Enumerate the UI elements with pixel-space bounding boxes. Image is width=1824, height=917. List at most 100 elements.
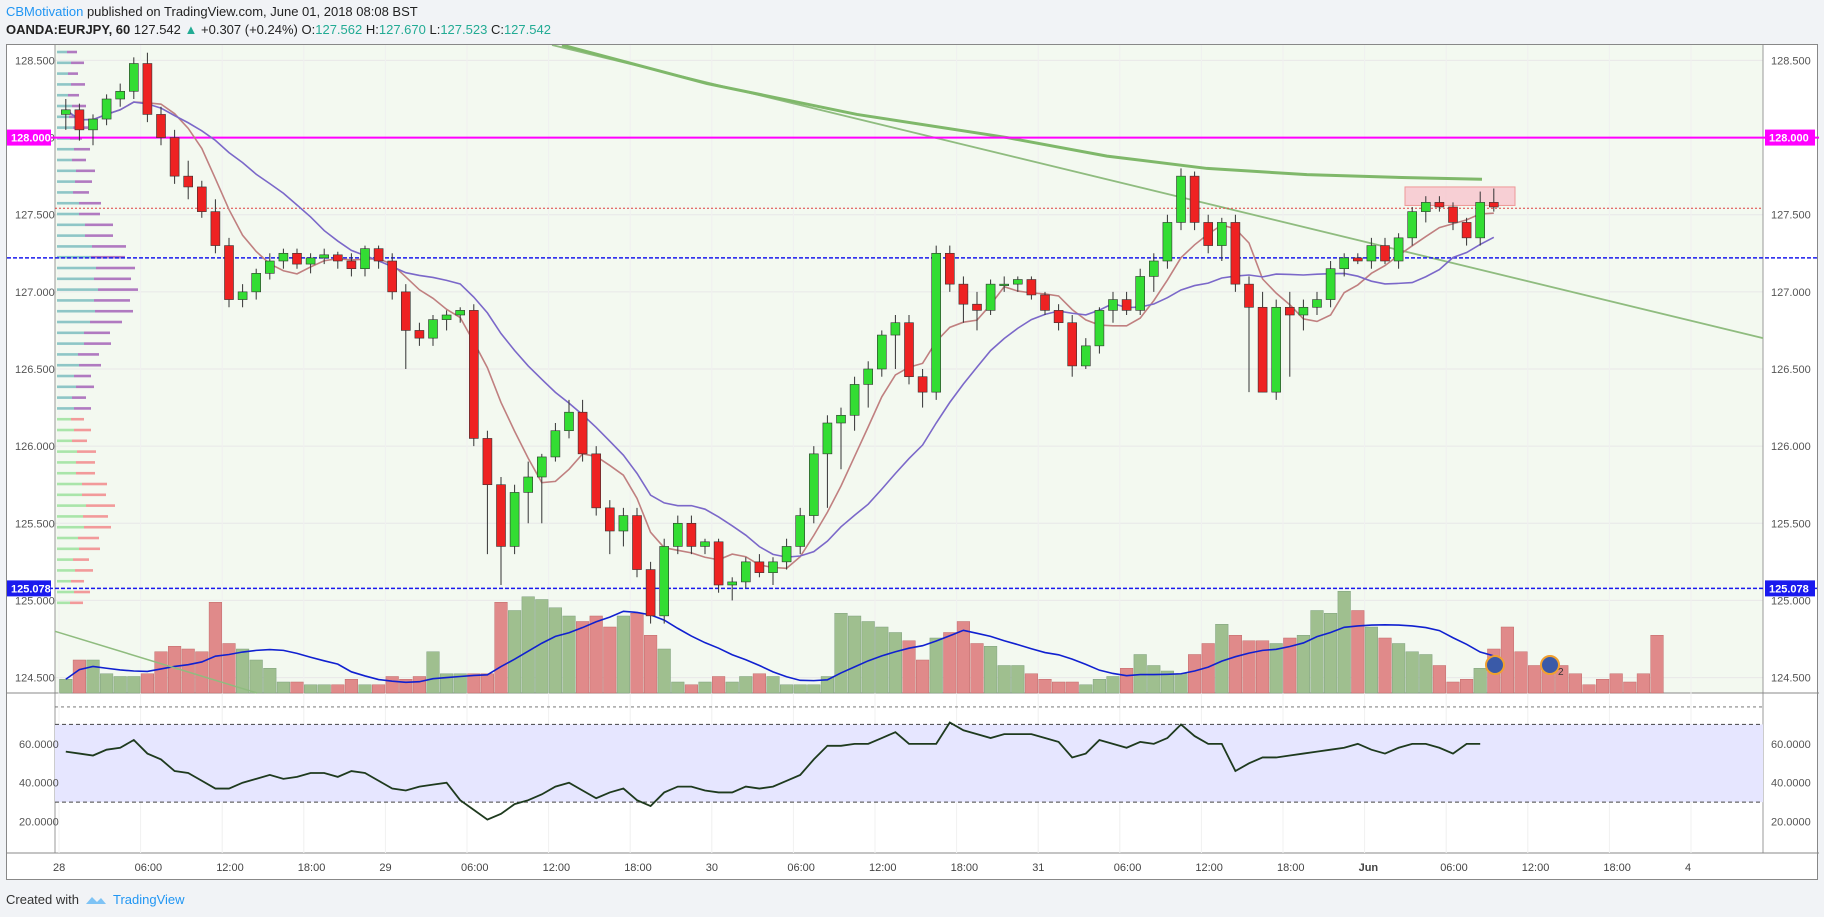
time-tick-label: Jun [1359, 862, 1379, 874]
volume-profile-bar [57, 309, 95, 313]
volume-profile-bar [84, 331, 110, 335]
price-chart[interactable]: 128.500 128.500 128.000 128.000 127.500 127.5… [7, 45, 1819, 881]
volume-profile-bar [57, 569, 75, 572]
candle-body [523, 476, 534, 493]
volume-profile-bar [76, 461, 95, 464]
candle-body [1285, 306, 1295, 316]
candle-body [1176, 175, 1186, 223]
volume-profile-bar [85, 223, 113, 227]
candle-body [591, 453, 602, 509]
volume-bar [970, 643, 984, 694]
up-triangle-icon: ▲ [184, 22, 198, 37]
candle-body [645, 569, 656, 617]
candle-body [332, 254, 343, 262]
candle-body [740, 561, 751, 583]
candle-body [944, 252, 955, 285]
volume-profile-bar [57, 601, 70, 605]
volume-bar [1038, 679, 1052, 694]
candle-body [1393, 237, 1404, 262]
volume-bar [1364, 626, 1378, 694]
time-tick-label: 06:00 [1440, 862, 1468, 874]
candle-body [1353, 257, 1363, 262]
chart-header: CBMotivation published on TradingView.co… [6, 3, 551, 39]
candle-body [74, 109, 85, 131]
volume-bar [657, 648, 671, 694]
candle-body [224, 245, 234, 300]
tradingview-link[interactable]: TradingView [112, 892, 185, 907]
volume-bar [725, 681, 739, 694]
candle-body [292, 252, 302, 265]
volume-bar [1106, 676, 1120, 694]
candle-body [278, 252, 289, 262]
volume-profile-bar [68, 93, 79, 97]
volume-profile-bar [76, 169, 95, 173]
created-with-text: Created with [6, 892, 79, 907]
volume-bar [1432, 665, 1446, 694]
candle-body [1421, 202, 1431, 212]
candle-body [142, 63, 153, 115]
candle-body [768, 561, 778, 573]
time-tick-label: 30 [706, 862, 718, 874]
volume-bar [1133, 654, 1147, 694]
open-label: O: [301, 22, 316, 37]
candle-body [972, 303, 982, 311]
candle-body [849, 384, 860, 416]
volume-bar [208, 602, 222, 694]
volume-bar [344, 679, 358, 694]
price-tick-right: 124.500 [1771, 673, 1811, 685]
volume-bar [562, 615, 576, 694]
level-label-left-bg [7, 129, 51, 146]
candle-body [251, 273, 261, 293]
resistance-zone [1404, 186, 1516, 206]
volume-profile-bar [57, 72, 68, 75]
volume-profile-bar [74, 147, 90, 151]
rsi-tick-left: 60.0000 [19, 739, 59, 751]
volume-profile-bar [57, 61, 71, 65]
rsi-tick-right: 20.0000 [1771, 817, 1811, 829]
chart-area[interactable]: 128.500 128.500 128.000 128.000 127.500 127.5… [6, 44, 1819, 881]
volume-profile-bar [71, 579, 84, 583]
price-tick-left: 126.000 [15, 441, 55, 453]
time-tick-label: 18:00 [1603, 862, 1631, 874]
candle-body [387, 260, 398, 293]
volume-profile-bar [57, 288, 98, 291]
volume-profile-bar [76, 385, 94, 389]
volume-bar [698, 681, 712, 694]
volume-bar [154, 651, 168, 694]
volume-bar [644, 635, 658, 694]
volume-profile-bar [57, 461, 76, 464]
volume-profile-bar [72, 158, 86, 162]
volume-profile-bar [79, 201, 101, 205]
candle-body [1257, 306, 1268, 393]
candle-body [1475, 202, 1485, 239]
candle-body [1380, 245, 1390, 262]
volume-profile-bar [57, 363, 79, 367]
volume-bar [888, 632, 902, 694]
candle-body [1448, 206, 1458, 223]
volume-profile-bar [57, 201, 79, 205]
price-tick-right: 127.500 [1771, 210, 1811, 222]
author-link[interactable]: CBMotivation [6, 4, 84, 19]
candle-body [999, 283, 1010, 286]
candle-body [836, 414, 846, 424]
volume-bar [113, 676, 127, 694]
time-tick-label: 12:00 [216, 862, 244, 874]
candle-body [237, 291, 248, 300]
ma-fast-line [65, 101, 1494, 570]
candle-body [1312, 299, 1322, 308]
candle-body [129, 63, 139, 92]
volume-profile-bar [57, 104, 72, 108]
candle-body [414, 330, 425, 339]
close-value: 127.542 [503, 22, 551, 37]
volume-bar [181, 648, 195, 694]
volume-profile-bar [86, 504, 115, 507]
volume-profile-bar [57, 407, 74, 410]
candle-body [1081, 345, 1091, 367]
volume-bar [712, 676, 726, 694]
volume-profile-bar [82, 482, 107, 486]
rsi-line [65, 721, 1481, 821]
ma-slow-line [65, 101, 1495, 558]
volume-profile-bar [57, 212, 79, 216]
volume-bar [1228, 635, 1242, 694]
volume-profile-bar [57, 342, 84, 345]
